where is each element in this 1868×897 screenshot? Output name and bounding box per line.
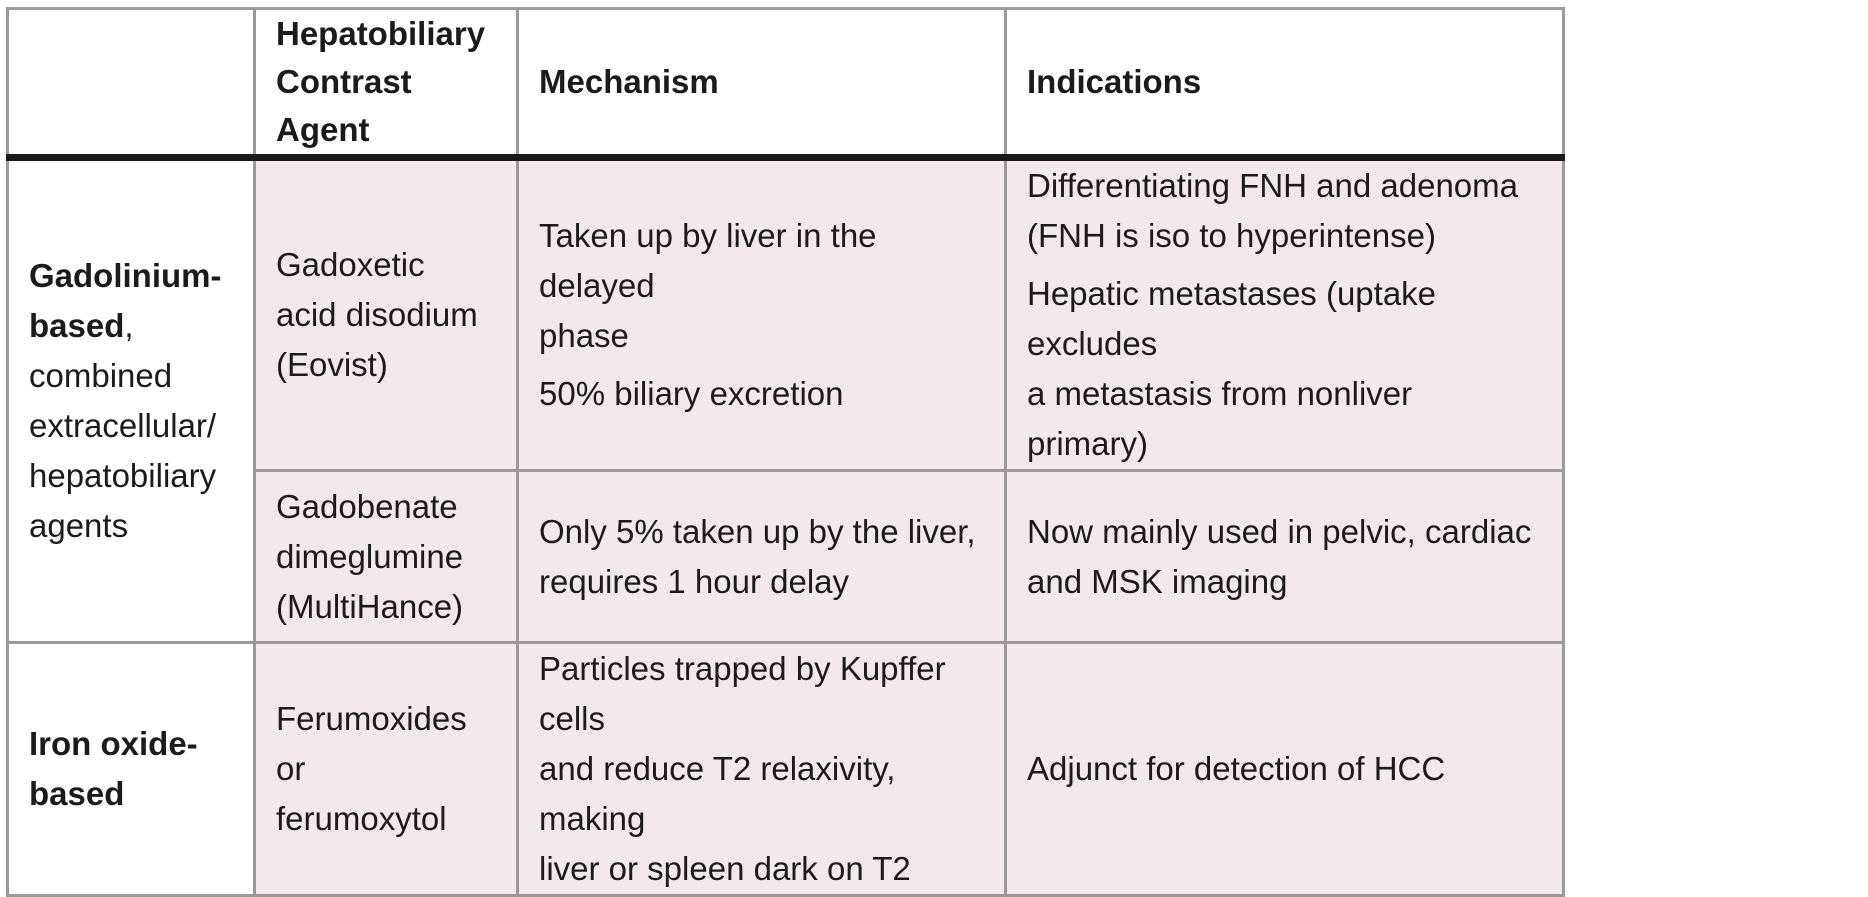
indication-paragraph: Adjunct for detection of HCC	[1027, 750, 1446, 787]
header-indications: Indications	[1004, 7, 1565, 161]
header-mechanism: Mechanism	[516, 7, 1007, 161]
agent-line: ferumoxytol	[276, 800, 447, 837]
group-label-line: Gadolinium-	[29, 257, 222, 294]
table-row: Iron oxide- based Ferumoxides or ferumox…	[6, 641, 1565, 897]
group-label-punct: ,	[124, 307, 134, 344]
header-agent: Hepatobiliary Contrast Agent	[253, 7, 519, 161]
mechanism-paragraph: Taken up by liver in the delayed phase	[539, 217, 877, 354]
table-row: Gadolinium- based, combined extracellula…	[6, 156, 1565, 644]
contrast-agents-table: Hepatobiliary Contrast Agent Mechanism I…	[6, 7, 1565, 897]
header-row: Hepatobiliary Contrast Agent Mechanism I…	[6, 7, 1565, 161]
agent-line: Ferumoxides or	[276, 700, 467, 787]
group-label-line: extracellular/	[29, 407, 217, 444]
group-label-line: combined	[29, 357, 173, 394]
mechanism-cell: Only 5% taken up by the liver, requires …	[516, 469, 1007, 644]
agent-cell: Gadoxetic acid disodium (Eovist)	[253, 156, 519, 472]
indication-cell: Adjunct for detection of HCC	[1004, 641, 1565, 897]
agent-line: acid disodium	[276, 296, 478, 333]
agent-line: (MultiHance)	[276, 587, 464, 625]
agent-line: (Eovist)	[276, 346, 388, 383]
mechanism-paragraph: Only 5% taken up by the liver, requires …	[539, 512, 976, 600]
mechanism-cell: Taken up by liver in the delayed phase 5…	[516, 156, 1007, 472]
indication-paragraph: Now mainly used in pelvic, cardiac and M…	[1027, 512, 1532, 600]
group-label-line: Iron oxide-	[29, 725, 198, 762]
group-label-line: based	[29, 775, 125, 812]
agent-cell: Gadobenate dimeglumine (MultiHance)	[253, 469, 519, 644]
header-agent-line: Hepatobiliary	[276, 15, 486, 52]
header-empty-cell	[6, 7, 256, 161]
group-label-iron-oxide: Iron oxide- based	[6, 641, 256, 897]
group-label-line: based	[29, 307, 125, 344]
group-label-line: agents	[29, 507, 129, 544]
header-agent-line: Contrast Agent	[276, 63, 412, 148]
mechanism-cell: Particles trapped by Kupffer cells and r…	[516, 641, 1007, 897]
indication-cell: Now mainly used in pelvic, cardiac and M…	[1004, 469, 1565, 644]
group-label-line: hepatobiliary	[29, 457, 217, 494]
agent-line: Gadobenate	[276, 487, 458, 525]
mechanism-paragraph: 50% biliary excretion	[539, 375, 844, 412]
mechanism-paragraph: Particles trapped by Kupffer cells and r…	[539, 650, 946, 887]
agent-line: dimeglumine	[276, 537, 464, 575]
indication-cell: Differentiating FNH and adenoma (FNH is …	[1004, 156, 1565, 472]
indication-paragraph: Hepatic metastases (uptake excludes a me…	[1027, 275, 1437, 462]
group-label-gadolinium: Gadolinium- based, combined extracellula…	[6, 156, 256, 644]
agent-cell: Ferumoxides or ferumoxytol	[253, 641, 519, 897]
agent-line: Gadoxetic	[276, 246, 425, 283]
table-row: Gadobenate dimeglumine (MultiHance) Only…	[8, 469, 1565, 644]
indication-paragraph: Differentiating FNH and adenoma (FNH is …	[1027, 167, 1519, 254]
